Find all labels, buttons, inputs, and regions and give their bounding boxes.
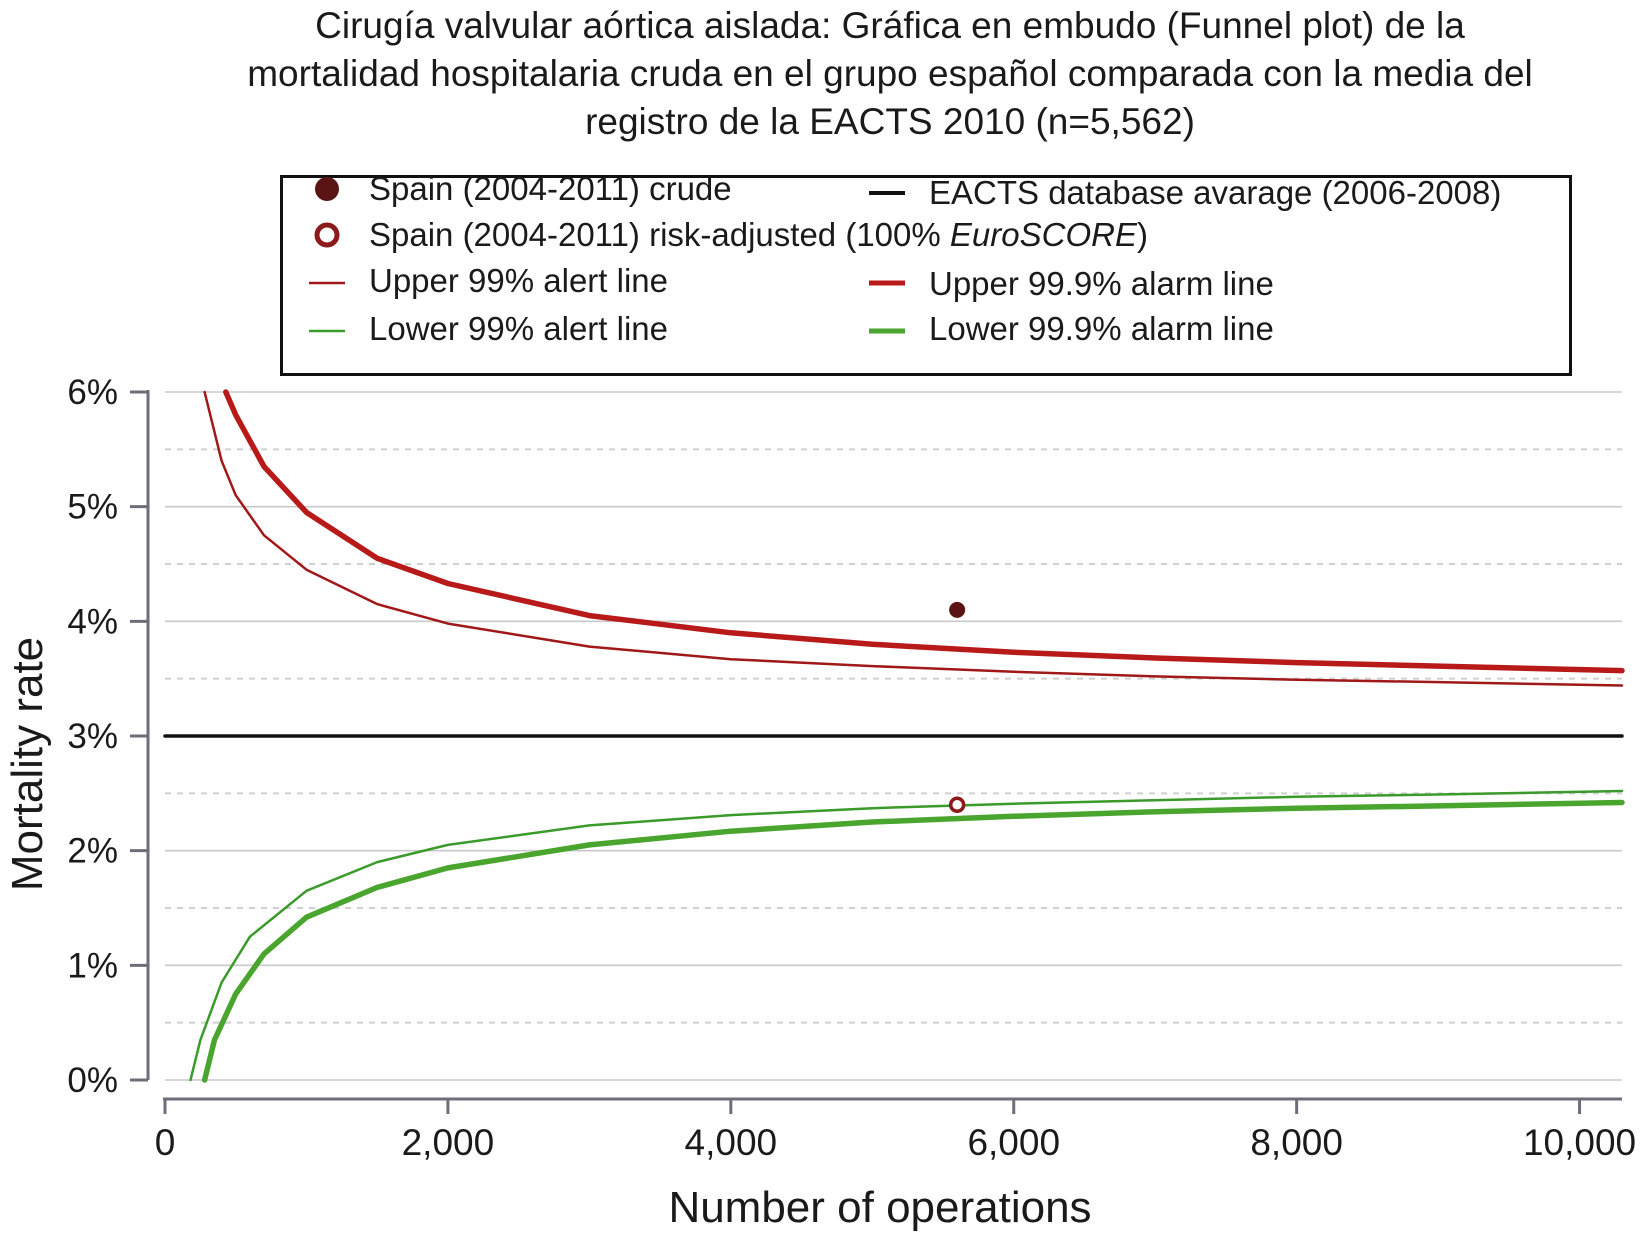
series-line-upper-99-9-alarm-line: [223, 389, 1625, 674]
legend-label-average: EACTS database avarage (2006-2008): [929, 174, 1502, 211]
x-tick-label: 0: [155, 1122, 176, 1163]
legend-item-lower-99: Lower 99% alert line: [309, 309, 668, 349]
chart-title-line-1: Cirugía valvular aórtica aislada: Gráfic…: [315, 5, 1465, 46]
y-tick-label: 6%: [67, 373, 118, 412]
x-tick-label: 2,000: [402, 1122, 495, 1163]
legend-label-lower-999: Lower 99.9% alarm line: [929, 310, 1274, 347]
y-axis-label: Mortality rate: [3, 637, 52, 891]
legend-item-upper-99: Upper 99% alert line: [309, 261, 668, 301]
red-thin-line-icon: [309, 281, 345, 285]
legend: Spain (2004-2011) crude Spain (2004-2011…: [280, 170, 1572, 376]
chart-title-line-2: mortalidad hospitalaria cruda en el grup…: [247, 53, 1533, 94]
legend-item-average: EACTS database avarage (2006-2008): [869, 173, 1502, 213]
y-tick-label: 0%: [67, 1061, 118, 1100]
x-tick-label: 4,000: [685, 1122, 778, 1163]
open-dot-icon: [314, 222, 340, 248]
legend-label-lower-99: Lower 99% alert line: [369, 310, 668, 347]
y-tick-label: 3%: [67, 717, 118, 756]
red-thick-line-icon: [869, 280, 905, 286]
legend-item-crude: Spain (2004-2011) crude: [315, 169, 732, 209]
legend-label-crude: Spain (2004-2011) crude: [369, 170, 732, 207]
legend-label-risk-adjusted: Spain (2004-2011) risk-adjusted (100%: [369, 216, 950, 253]
series-line-lower-99-9-alarm-line: [201, 799, 1625, 1083]
chart-title-line-3: registro de la EACTS 2010 (n=5,562): [585, 101, 1195, 142]
y-tick-label: 2%: [67, 832, 118, 871]
legend-label-upper-999: Upper 99.9% alarm line: [929, 265, 1274, 302]
legend-item-lower-999: Lower 99.9% alarm line: [869, 309, 1274, 349]
legend-label-euroscore: EuroSCORE: [949, 216, 1137, 253]
series-line-lower-99-alert-line: [189, 789, 1624, 1082]
chart-title: Cirugía valvular aórtica aislada: Gráfic…: [140, 2, 1640, 146]
legend-label-upper-99: Upper 99% alert line: [369, 262, 668, 299]
x-tick-label: 6,000: [967, 1122, 1060, 1163]
crude-mortality-point: [949, 601, 966, 618]
legend-item-upper-999: Upper 99.9% alarm line: [869, 264, 1274, 304]
green-thin-line-icon: [309, 329, 345, 333]
green-thick-line-icon: [869, 328, 905, 334]
x-tick-label: 8,000: [1250, 1122, 1343, 1163]
y-tick-label: 1%: [67, 946, 118, 985]
legend-item-risk-adjusted: Spain (2004-2011) risk-adjusted (100% Eu…: [314, 215, 1148, 255]
x-axis-label: Number of operations: [668, 1183, 1091, 1232]
black-line-icon: [869, 191, 905, 195]
y-tick-label: 4%: [67, 602, 118, 641]
legend-label-risk-adjusted-tail: ): [1136, 216, 1148, 253]
filled-dot-icon: [315, 177, 339, 201]
series-line-upper-99-alert-line: [203, 390, 1624, 687]
y-tick-label: 5%: [67, 488, 118, 527]
risk-adjusted-mortality-point: [948, 796, 966, 814]
x-tick-label: 10,000: [1523, 1122, 1636, 1163]
